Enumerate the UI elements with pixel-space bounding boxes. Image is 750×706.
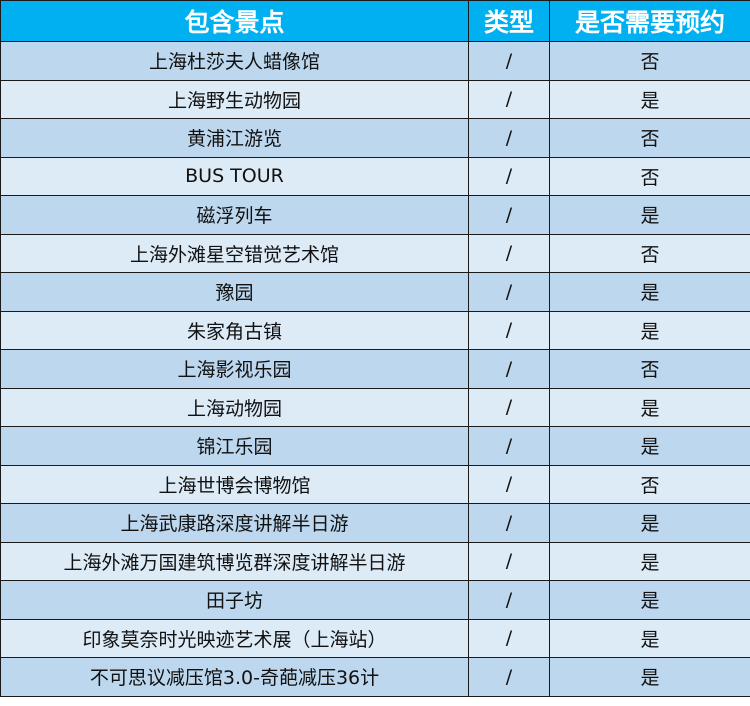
attraction-cell: 印象莫奈时光映迹艺术展（上海站）	[0, 618, 469, 658]
type-cell: /	[468, 156, 550, 196]
attraction-cell: 磁浮列车	[0, 195, 469, 235]
table-row: 上海影视乐园 / 否	[0, 349, 750, 389]
reservation-cell: 否	[549, 118, 750, 158]
reservation-cell: 否	[549, 156, 750, 196]
attraction-cell: 朱家角古镇	[0, 310, 469, 350]
table-row: 上海世博会博物馆 / 否	[0, 464, 750, 504]
attraction-cell: 上海外滩星空错觉艺术馆	[0, 233, 469, 273]
type-cell: /	[468, 503, 550, 543]
table-row: 上海外滩星空错觉艺术馆 / 否	[0, 233, 750, 273]
table-row: 上海野生动物园 / 是	[0, 79, 750, 119]
type-cell: /	[468, 233, 550, 273]
reservation-cell: 否	[549, 233, 750, 273]
header-attraction: 包含景点	[0, 0, 469, 42]
attraction-cell: 上海杜莎夫人蜡像馆	[0, 41, 469, 81]
table-row: 不可思议减压馆3.0-奇葩减压36计 / 是	[0, 657, 750, 697]
reservation-cell: 是	[549, 195, 750, 235]
reservation-cell: 是	[549, 618, 750, 658]
reservation-cell: 否	[549, 349, 750, 389]
attraction-cell: 田子坊	[0, 580, 469, 620]
type-cell: /	[468, 541, 550, 581]
type-cell: /	[468, 272, 550, 312]
table-row: 上海外滩万国建筑博览群深度讲解半日游 / 是	[0, 541, 750, 581]
attraction-cell: 不可思议减压馆3.0-奇葩减压36计	[0, 657, 469, 697]
reservation-cell: 是	[549, 541, 750, 581]
reservation-cell: 是	[549, 503, 750, 543]
reservation-cell: 是	[549, 387, 750, 427]
table-row: 豫园 / 是	[0, 272, 750, 312]
type-cell: /	[468, 426, 550, 466]
attraction-cell: 锦江乐园	[0, 426, 469, 466]
type-cell: /	[468, 657, 550, 697]
type-cell: /	[468, 618, 550, 658]
attraction-cell: BUS TOUR	[0, 156, 469, 196]
header-reservation: 是否需要预约	[549, 0, 750, 42]
reservation-cell: 是	[549, 580, 750, 620]
reservation-cell: 是	[549, 426, 750, 466]
attraction-cell: 豫园	[0, 272, 469, 312]
table-row: BUS TOUR / 否	[0, 156, 750, 196]
attraction-cell: 黄浦江游览	[0, 118, 469, 158]
reservation-cell: 是	[549, 657, 750, 697]
table-row: 上海武康路深度讲解半日游 / 是	[0, 503, 750, 543]
reservation-cell: 否	[549, 41, 750, 81]
table-row: 磁浮列车 / 是	[0, 195, 750, 235]
header-type: 类型	[468, 0, 550, 42]
type-cell: /	[468, 310, 550, 350]
table-row: 锦江乐园 / 是	[0, 426, 750, 466]
attraction-cell: 上海影视乐园	[0, 349, 469, 389]
attraction-cell: 上海外滩万国建筑博览群深度讲解半日游	[0, 541, 469, 581]
attraction-cell: 上海世博会博物馆	[0, 464, 469, 504]
type-cell: /	[468, 349, 550, 389]
table-row: 上海杜莎夫人蜡像馆 / 否	[0, 41, 750, 81]
table-row: 印象莫奈时光映迹艺术展（上海站） / 是	[0, 618, 750, 658]
type-cell: /	[468, 580, 550, 620]
header-row: 包含景点 类型 是否需要预约	[0, 0, 750, 42]
attraction-cell: 上海武康路深度讲解半日游	[0, 503, 469, 543]
type-cell: /	[468, 79, 550, 119]
table-row: 田子坊 / 是	[0, 580, 750, 620]
table-row: 黄浦江游览 / 否	[0, 118, 750, 158]
type-cell: /	[468, 387, 550, 427]
type-cell: /	[468, 464, 550, 504]
table-row: 朱家角古镇 / 是	[0, 310, 750, 350]
reservation-cell: 是	[549, 272, 750, 312]
reservation-cell: 是	[549, 79, 750, 119]
reservation-cell: 否	[549, 464, 750, 504]
attraction-cell: 上海野生动物园	[0, 79, 469, 119]
reservation-cell: 是	[549, 310, 750, 350]
attraction-cell: 上海动物园	[0, 387, 469, 427]
table-row: 上海动物园 / 是	[0, 387, 750, 427]
type-cell: /	[468, 41, 550, 81]
type-cell: /	[468, 195, 550, 235]
type-cell: /	[468, 118, 550, 158]
